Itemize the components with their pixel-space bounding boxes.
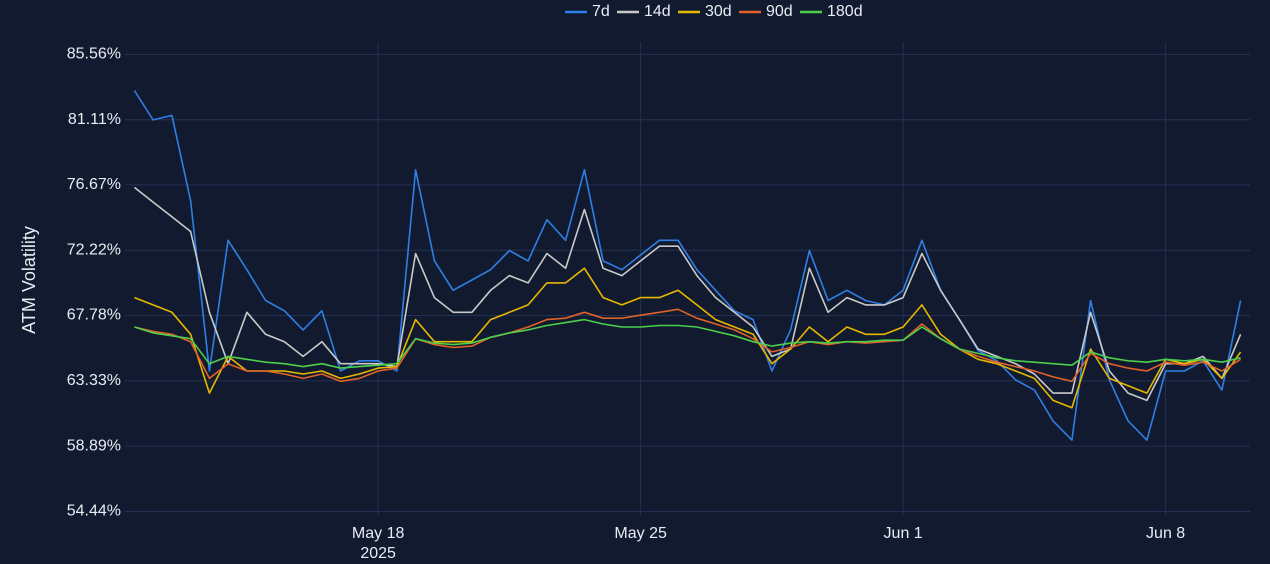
- legend-label: 30d: [705, 3, 732, 20]
- y-tick-label: 58.89%: [67, 437, 121, 454]
- y-axis-title: ATM Volatility: [19, 226, 39, 334]
- legend-label: 14d: [644, 3, 671, 20]
- series-line: [133, 186, 1242, 402]
- legend-label: 7d: [592, 3, 610, 20]
- x-tick-label: May 25: [614, 525, 667, 542]
- y-tick-label: 54.44%: [67, 503, 121, 520]
- x-tick-label: May 18 2025: [351, 525, 405, 562]
- series-line: [134, 267, 1242, 409]
- series-line: [133, 90, 1242, 441]
- series-line: [134, 318, 1241, 369]
- series-line: [134, 308, 1242, 383]
- legend-label: 180d: [827, 3, 863, 20]
- x-tick-label: Jun 1: [883, 525, 923, 542]
- y-tick-label: 85.56%: [67, 46, 121, 63]
- y-tick-label: 81.11%: [68, 111, 121, 128]
- y-tick-label: 76.67%: [67, 176, 121, 193]
- y-tick-label: 67.78%: [67, 307, 121, 324]
- y-tick-label: 63.33%: [67, 372, 121, 389]
- legend-label: 90d: [766, 3, 793, 20]
- x-tick-label: Jun 8: [1146, 525, 1186, 542]
- y-tick-label: 72.22%: [67, 242, 121, 259]
